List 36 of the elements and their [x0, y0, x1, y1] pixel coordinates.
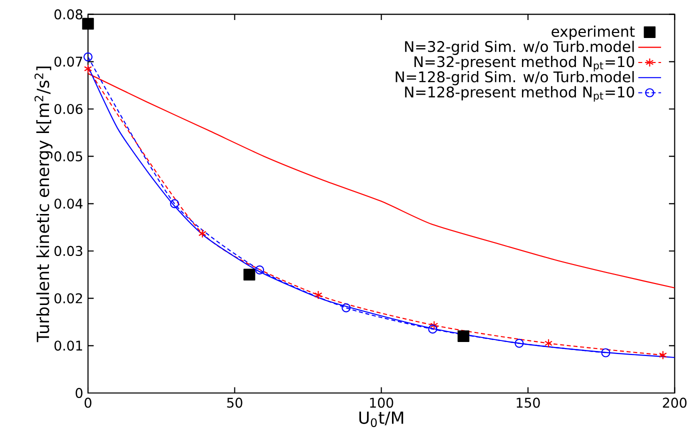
point: [544, 338, 553, 348]
y-tick-label: 0.03: [54, 246, 82, 256]
point: [198, 228, 206, 238]
point: [342, 303, 351, 312]
point: [514, 338, 524, 348]
x-tick-label: 50: [227, 398, 242, 408]
x-axis-title: U$_{0}$t/M: [359, 412, 404, 428]
y-tick-label: 0.07: [54, 56, 82, 67]
legend-label: N=32-present method N$_{pt}$=10: [414, 56, 634, 72]
point: [170, 199, 180, 208]
legend-label: N=128-grid Sim. w/o Turb.model: [396, 71, 634, 86]
point: [658, 350, 667, 360]
point: [82, 18, 94, 30]
legend-label: N=32-grid Sim. w/o Turb.model: [405, 40, 634, 55]
point: [243, 268, 256, 281]
point: [430, 320, 438, 330]
y-tick-label: 0.02: [54, 293, 82, 304]
x-tick-label: 0: [84, 398, 92, 408]
y-tick-label: 0.01: [54, 340, 82, 351]
y-tick-label: 0.08: [54, 9, 82, 20]
x-tick-label: 200: [662, 398, 687, 408]
y-tick-label: 0: [76, 388, 82, 398]
x-tick-label: 150: [516, 398, 540, 408]
point: [314, 290, 322, 300]
point: [428, 324, 438, 334]
point: [83, 52, 93, 62]
y-tick-label: 0.05: [54, 151, 82, 162]
point: [601, 348, 610, 358]
y-axis-title: Turbulent kinetic energy k[m$^{2}$/s$^{2}$]: [34, 66, 52, 342]
point: [458, 330, 470, 342]
x-tick-label: 100: [370, 398, 394, 408]
y-tick-label: 0.06: [54, 104, 82, 114]
legend-label: experiment: [552, 26, 635, 40]
y-tick-label: 0.04: [54, 198, 83, 209]
legend-label: N=128-present method N$_{pt}$=10: [405, 86, 634, 102]
point: [255, 265, 264, 274]
